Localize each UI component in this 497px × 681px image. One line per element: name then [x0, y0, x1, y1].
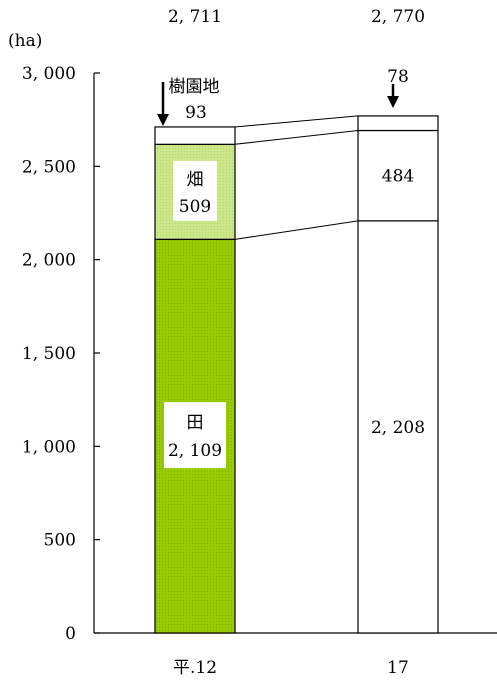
- bar-segment-ta: [357, 220, 439, 634]
- bar-segment-juenchi: [357, 115, 439, 132]
- y-tick-label: 1, 000: [22, 437, 76, 457]
- value-label: 509: [179, 197, 211, 217]
- value-label: 484: [382, 167, 414, 187]
- series-name-label: 樹園地: [169, 77, 220, 97]
- y-tick-label: 0: [65, 624, 76, 644]
- value-label: 93: [185, 103, 207, 123]
- bar-segment-juenchi: [154, 126, 236, 145]
- y-tick-label: 2, 000: [22, 251, 76, 271]
- arrow-head: [387, 96, 399, 108]
- value-label: 2, 208: [371, 418, 425, 438]
- labels: 平.12 2, 711 17 2, 770 田 2, 109 畑 509 樹園地 93 2, 208…: [157, 7, 425, 678]
- y-tick-label: 2, 500: [22, 157, 76, 177]
- connector-line: [234, 115, 359, 128]
- arrow-head: [157, 114, 169, 126]
- series-name-label: 畑: [187, 170, 204, 190]
- value-label: 78: [387, 67, 409, 87]
- y-axis: 0 500 1, 000 1, 500 2, 000 2, 500 3, 000: [22, 64, 497, 644]
- total-label: 2, 770: [371, 7, 425, 27]
- connector-line: [234, 129, 359, 145]
- label-box: [173, 160, 217, 221]
- total-label: 2, 711: [168, 7, 222, 27]
- series-name-label: 田: [187, 413, 204, 433]
- label-box: [164, 402, 226, 469]
- x-tick-label: 17: [387, 658, 409, 678]
- y-tick-label: 3, 000: [22, 64, 76, 84]
- unit-label: (ha): [8, 31, 42, 51]
- bar-segment-hatake: [357, 129, 439, 222]
- x-tick-label: 平.12: [173, 658, 217, 678]
- connector-lines: [234, 115, 359, 240]
- value-label: 2, 109: [168, 441, 222, 461]
- y-tick-label: 1, 500: [22, 344, 76, 364]
- y-tick-label: 500: [44, 531, 76, 551]
- connector-line: [234, 220, 359, 240]
